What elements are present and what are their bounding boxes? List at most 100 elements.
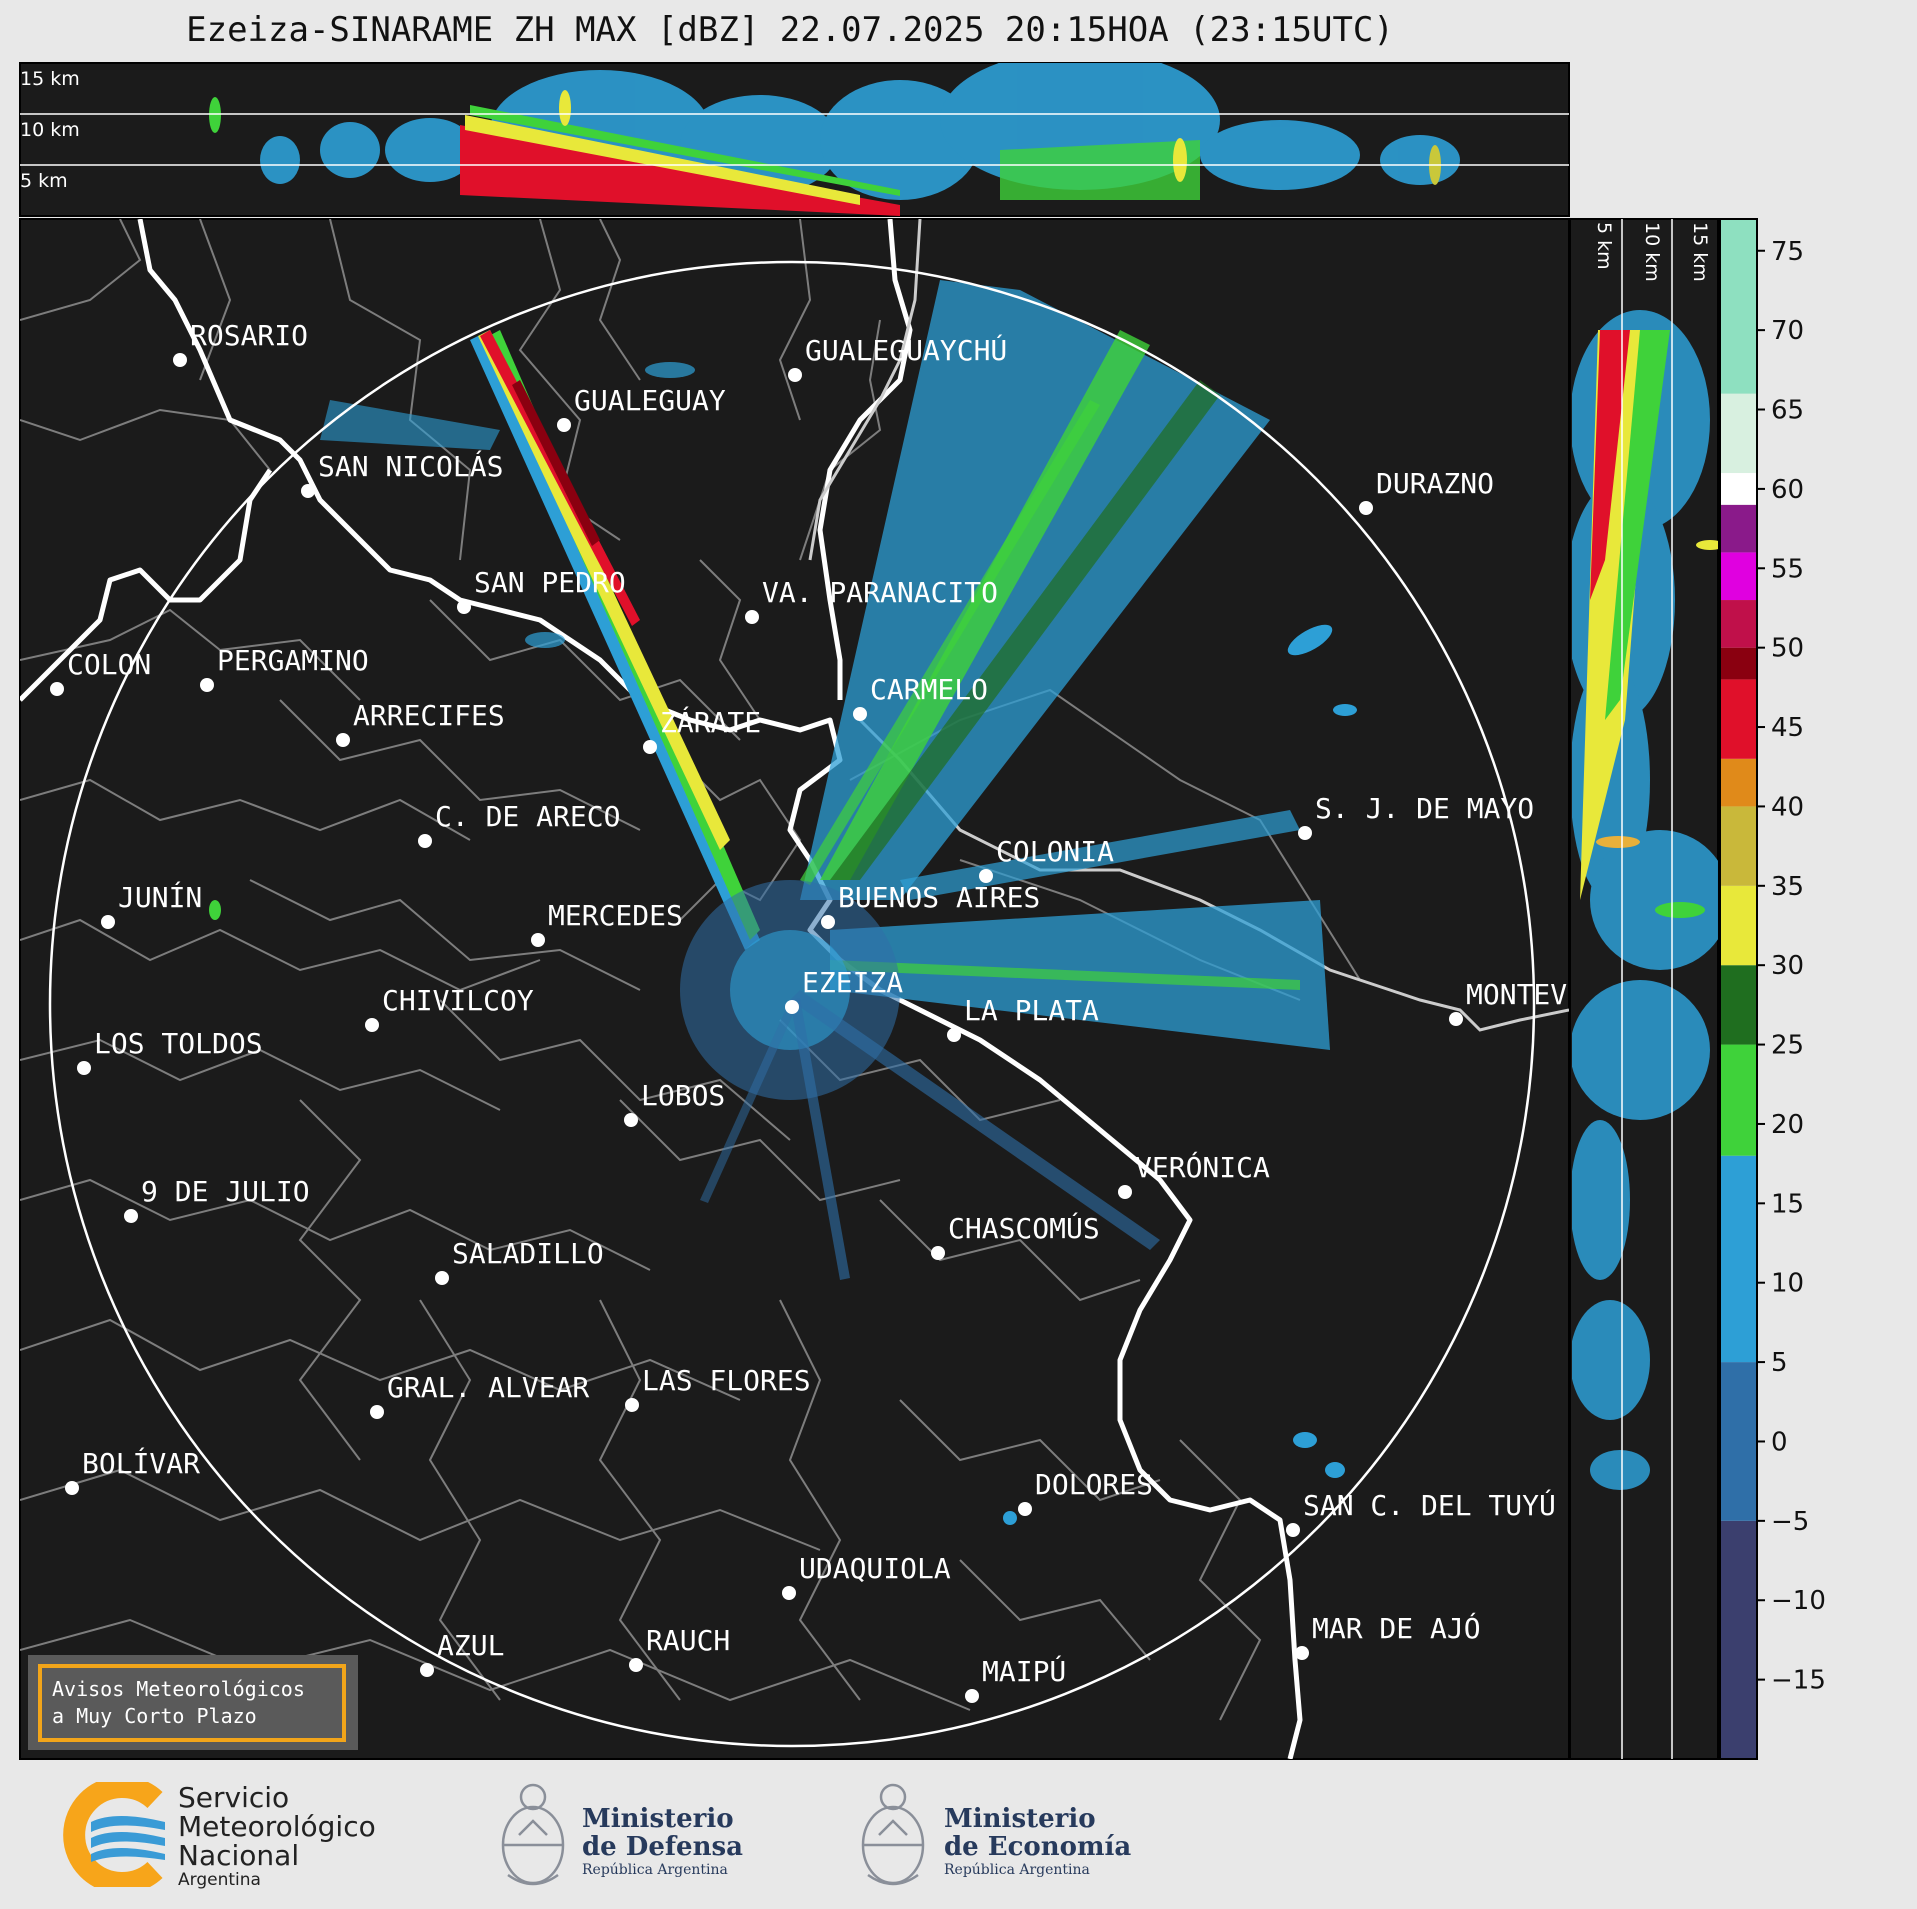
- colorbar-band: [1720, 600, 1757, 648]
- city-buenos-aires: BUENOS AIRES: [821, 881, 1040, 929]
- city-verónica: VERÓNICA: [1118, 1150, 1270, 1199]
- colorbar-tick-label: 20: [1771, 1110, 1804, 1140]
- city-label: VERÓNICA: [1135, 1150, 1270, 1184]
- city-marker-dot: [370, 1405, 384, 1419]
- colorbar-tick-label: 35: [1771, 872, 1804, 902]
- city-marker-dot: [821, 915, 835, 929]
- colorbar-band: [1720, 758, 1757, 807]
- city-marker-dot: [965, 1689, 979, 1703]
- smn-line-2: Meteorológico: [178, 1810, 376, 1843]
- city-label: DOLORES: [1035, 1468, 1153, 1501]
- city-las-flores: LAS FLORES: [625, 1364, 811, 1412]
- colorbar-band: [1720, 1362, 1757, 1521]
- city-label: ARRECIFES: [353, 699, 505, 732]
- notice-box: Avisos Meteorológicos a Muy Corto Plazo: [28, 1655, 358, 1750]
- city-label: LA PLATA: [964, 994, 1099, 1027]
- city-marker-dot: [77, 1061, 91, 1075]
- city-marker-dot: [65, 1481, 79, 1495]
- city-9-de-julio: 9 DE JULIO: [124, 1175, 310, 1223]
- colorbar-band: [1720, 552, 1757, 601]
- city-san-nicolás: SAN NICOLÁS: [301, 449, 503, 498]
- top-height-label-10: 10 km: [20, 119, 80, 141]
- city-colon: COLON: [50, 648, 151, 696]
- colorbar-band: [1720, 965, 1757, 1045]
- city-arrecifes: ARRECIFES: [336, 699, 505, 747]
- city-san-pedro: SAN PEDRO: [457, 566, 626, 614]
- defensa-text: Ministerio de Defensa República Argentin…: [582, 1805, 743, 1879]
- city-marker-dot: [531, 933, 545, 947]
- city-label: LOBOS: [641, 1079, 725, 1112]
- city-label: CHIVILCOY: [382, 984, 534, 1017]
- city-rosario: ROSARIO: [173, 319, 308, 367]
- city-azul: AZUL: [420, 1629, 504, 1677]
- colorbar-tick-label: 70: [1771, 316, 1804, 346]
- economia-line-1: Ministerio: [944, 1804, 1096, 1834]
- city-pergamino: PERGAMINO: [200, 644, 369, 692]
- city-chascomús: CHASCOMÚS: [931, 1211, 1100, 1260]
- city-zárate: ZÁRATE: [643, 705, 761, 754]
- city-marker-dot: [745, 610, 759, 624]
- city-label: JUNÍN: [118, 880, 202, 914]
- city-saladillo: SALADILLO: [435, 1237, 604, 1285]
- city-label: 9 DE JULIO: [141, 1175, 310, 1208]
- smn-line-3: Nacional: [178, 1839, 300, 1872]
- city-udaquiola: UDAQUIOLA: [782, 1552, 951, 1600]
- city-label: RAUCH: [646, 1624, 730, 1657]
- colorbar-tick-label: 45: [1771, 713, 1804, 743]
- notice-line-2: a Muy Corto Plazo: [52, 1704, 257, 1728]
- city-junín: JUNÍN: [101, 880, 202, 929]
- notice-line-1: Avisos Meteorológicos: [52, 1677, 305, 1701]
- city-label: MAIPÚ: [982, 1654, 1066, 1688]
- city-gualeguay: GUALEGUAY: [557, 384, 726, 432]
- city-mar-de-ajó: MAR DE AJÓ: [1295, 1611, 1481, 1660]
- city-label: SALADILLO: [452, 1237, 604, 1270]
- top-height-label-5: 5 km: [20, 170, 68, 192]
- economia-coat-of-arms-icon: [861, 1783, 925, 1886]
- city-marker-dot: [853, 707, 867, 721]
- city-label: SAN C. DEL TUYÚ: [1303, 1488, 1556, 1522]
- colorbar-tick-label: 75: [1771, 237, 1804, 267]
- colorbar-band: [1720, 806, 1757, 886]
- colorbar-tick-label: 50: [1771, 634, 1804, 664]
- city-marker-dot: [101, 915, 115, 929]
- radar-echoes: [209, 280, 1357, 1525]
- colorbar-tick-label: 60: [1771, 475, 1804, 505]
- city-label: LAS FLORES: [642, 1364, 811, 1397]
- city-label: VA. PARANACITO: [762, 576, 998, 609]
- city-marker-dot: [788, 368, 802, 382]
- colorbar-tick-label: 30: [1771, 951, 1804, 981]
- city-marker-dot: [643, 740, 657, 754]
- city-label: MONTEV: [1466, 978, 1567, 1011]
- city-label: GUALEGUAY: [574, 384, 726, 417]
- city-va-paranacito: VA. PARANACITO: [745, 576, 998, 624]
- city-label: C. DE ARECO: [435, 800, 620, 833]
- colorbar-tick-label: 10: [1771, 1269, 1804, 1299]
- economia-text: Ministerio de Economía República Argenti…: [944, 1805, 1131, 1879]
- city-label: CHASCOMÚS: [948, 1211, 1100, 1245]
- city-markers: ROSARIO GUALEGUAYCHÚ GUALEGUAY SAN NICOLÁS D…: [50, 319, 1567, 1718]
- city-marker-dot: [1018, 1502, 1032, 1516]
- colorbar-tick-label: 0: [1771, 1427, 1788, 1457]
- city-marker-dot: [947, 1028, 961, 1042]
- city-label: MAR DE AJÓ: [1312, 1611, 1481, 1645]
- city-label: LOS TOLDOS: [94, 1027, 263, 1060]
- smn-logo-text: Servicio Meteorológico Nacional Argentin…: [178, 1783, 376, 1890]
- colorbar-band: [1720, 1520, 1757, 1759]
- colorbar-band: [1720, 647, 1757, 680]
- city-gral-alvear: GRAL. ALVEAR: [370, 1371, 589, 1419]
- city-carmelo: CARMELO: [853, 673, 988, 721]
- economia-line-3: República Argentina: [944, 1862, 1090, 1878]
- city-durazno: DURAZNO: [1359, 467, 1494, 515]
- city-marker-dot: [1118, 1185, 1132, 1199]
- city-la-plata: LA PLATA: [947, 994, 1099, 1042]
- city-marker-dot: [173, 353, 187, 367]
- economia-line-2: de Economía: [944, 1832, 1132, 1862]
- city-marker-dot: [365, 1018, 379, 1032]
- top-cross-section-panel: 15 km 10 km 5 km: [19, 62, 1570, 217]
- colorbar-tick-label: 25: [1771, 1031, 1804, 1061]
- city-label: EZEIZA: [802, 966, 903, 999]
- city-label: COLON: [67, 648, 151, 681]
- defensa-coat-of-arms-icon: [501, 1783, 565, 1886]
- city-marker-dot: [931, 1246, 945, 1260]
